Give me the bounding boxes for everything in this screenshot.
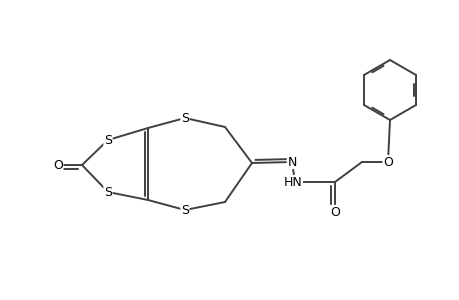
Text: HN: HN — [283, 176, 302, 188]
Text: S: S — [104, 134, 112, 146]
Text: O: O — [53, 158, 63, 172]
Text: S: S — [180, 112, 189, 124]
Text: S: S — [180, 203, 189, 217]
Text: O: O — [330, 206, 339, 218]
Text: O: O — [382, 155, 392, 169]
Text: S: S — [104, 185, 112, 199]
Text: N: N — [287, 155, 296, 169]
